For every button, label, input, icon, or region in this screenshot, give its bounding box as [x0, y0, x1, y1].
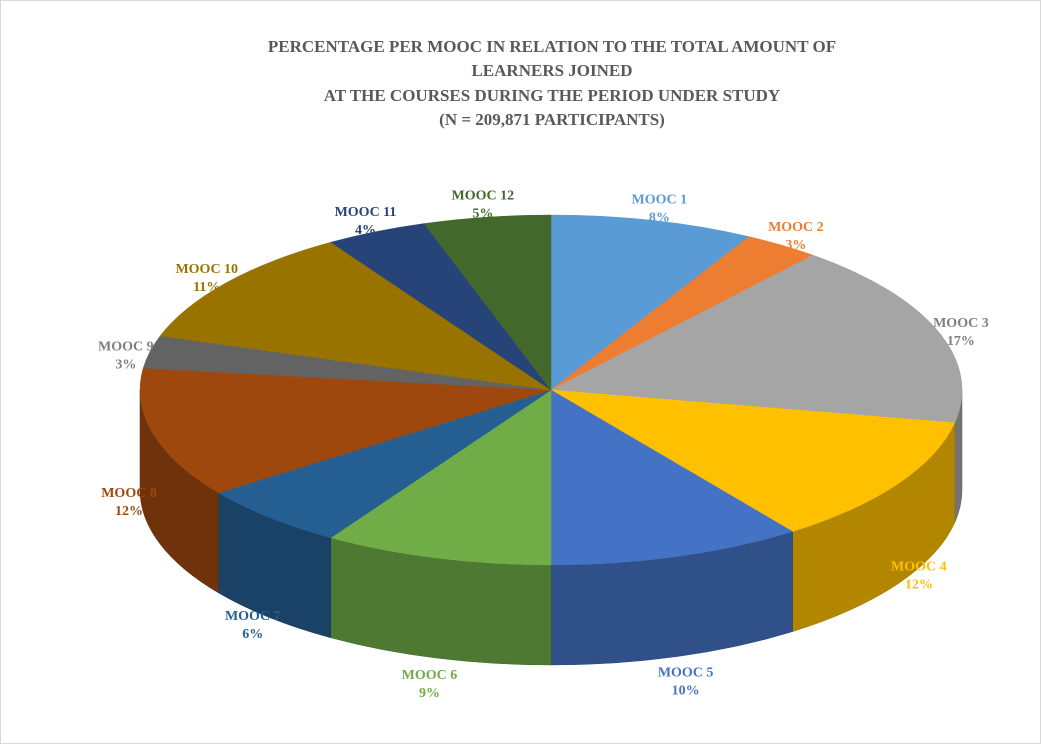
data-labels: MOOC 1 8% MOOC 2 3% MOOC 3 17% MOOC 4 12% MOOC 5… — [98, 189, 989, 701]
data-label-name: MOOC 8 — [101, 486, 157, 501]
data-label-value: 6% — [242, 627, 263, 642]
chart-title: PERCENTAGE PER MOOC IN RELATION TO THE T… — [268, 37, 836, 56]
slice — [139, 367, 552, 494]
slice — [423, 214, 552, 391]
data-label-value: 5% — [472, 207, 493, 222]
data-label-value: 3% — [115, 357, 136, 372]
chart-title: (N = 209,871 PARTICIPANTS) — [439, 110, 665, 129]
data-label-value: 4% — [355, 223, 376, 238]
slice — [550, 254, 963, 424]
chart-title: AT THE COURSES DURING THE PERIOD UNDER S… — [324, 86, 780, 105]
data-label-name: MOOC 10 — [175, 262, 238, 277]
data-label-name: MOOC 12 — [452, 189, 515, 204]
pie-tops — [139, 214, 963, 566]
data-label-value: 10% — [672, 684, 700, 699]
data-label-name: MOOC 9 — [98, 339, 154, 354]
pie-sides — [139, 389, 963, 666]
data-label-value: 17% — [947, 334, 975, 349]
data-label-name: MOOC 11 — [335, 205, 397, 220]
slice — [330, 389, 552, 566]
data-label-value: 12% — [905, 577, 933, 592]
data-label-value: 9% — [419, 686, 440, 701]
data-label-value: 12% — [115, 504, 143, 519]
data-label-value: 8% — [649, 210, 670, 225]
slice — [159, 241, 552, 391]
chart-title: LEARNERS JOINED — [471, 61, 632, 80]
data-label-name: MOOC 5 — [658, 666, 714, 681]
data-label-name: MOOC 7 — [225, 609, 281, 624]
data-label-name: MOOC 2 — [768, 220, 824, 235]
data-label-name: MOOC 6 — [402, 668, 458, 683]
data-label-name: MOOC 3 — [933, 316, 989, 331]
slice — [550, 389, 956, 532]
slice — [217, 389, 552, 539]
data-label-value: 3% — [785, 238, 806, 253]
slice — [550, 389, 794, 566]
slice — [550, 214, 750, 391]
data-label-name: MOOC 1 — [632, 192, 688, 207]
data-label-value: 11% — [193, 280, 220, 295]
data-label-name: MOOC 4 — [891, 559, 947, 574]
